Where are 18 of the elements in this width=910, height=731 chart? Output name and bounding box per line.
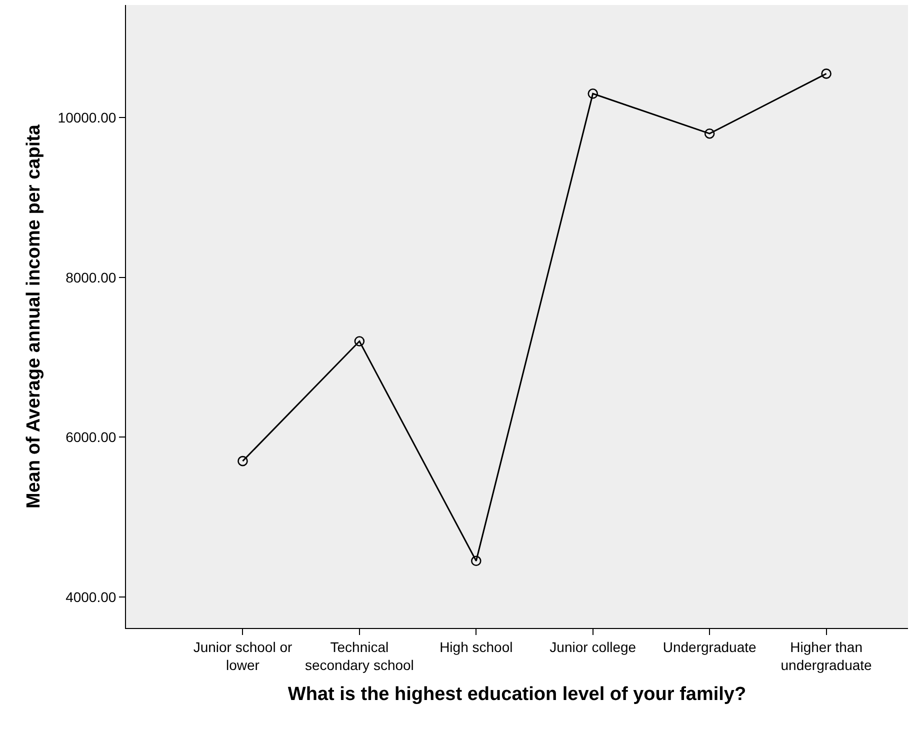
y-tick-label: 10000.00 [58, 110, 116, 126]
point [238, 456, 248, 466]
point [704, 128, 715, 139]
y-axis-title: Mean of Average annual income per capita [24, 124, 45, 508]
x-tick-label: Undergraduate [662, 638, 756, 655]
y-tick-label: 4000.00 [66, 588, 116, 605]
x-tick-label: Junior college [550, 638, 636, 655]
y-tick-label: 8000.00 [66, 269, 116, 286]
point [588, 88, 598, 99]
point [354, 336, 365, 346]
x-axis-title: What is the highest education level of your family? [288, 684, 746, 705]
x-tick-label: Junior school or lower [193, 638, 292, 673]
point [821, 68, 832, 79]
y-tick-label: 6000.00 [66, 429, 116, 446]
point [471, 556, 482, 566]
x-tick-label: High school [440, 638, 513, 655]
x-tick-label: Higher than undergraduate [780, 638, 872, 673]
x-tick-label: Technical secondary school [304, 638, 414, 673]
